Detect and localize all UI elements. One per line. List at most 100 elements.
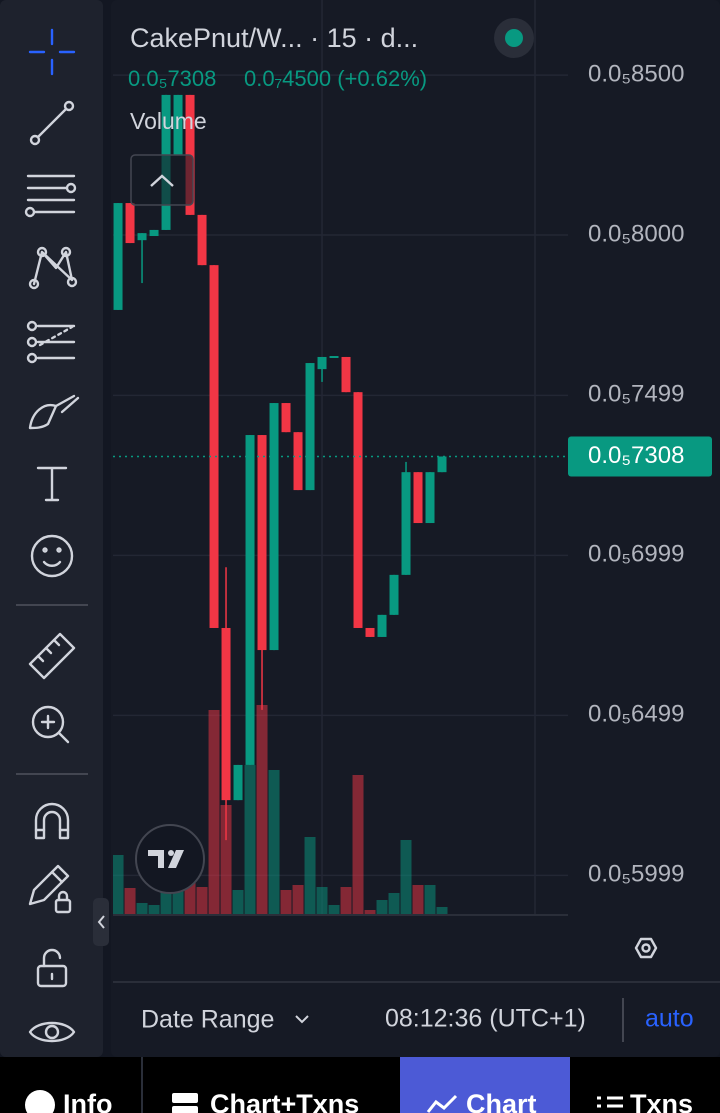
text-tool[interactable] — [36, 466, 68, 502]
lock-tool[interactable] — [36, 948, 68, 988]
date-range-button[interactable]: Date Range — [141, 1006, 274, 1034]
prediction-tool[interactable] — [26, 320, 76, 364]
pattern-tool[interactable] — [28, 246, 78, 290]
pattern-tool-part[interactable] — [32, 250, 74, 286]
volume-bar — [352, 775, 364, 915]
auto-scale-button[interactable]: auto — [645, 1005, 694, 1033]
magnet-tool[interactable] — [34, 802, 70, 840]
ruler-tool-part[interactable] — [36, 638, 61, 663]
icon-tool[interactable] — [30, 534, 74, 578]
tab-label[interactable]: Txns — [630, 1089, 693, 1113]
trend-line-tool[interactable] — [29, 100, 75, 146]
tradingview-logo[interactable] — [135, 824, 205, 894]
collapse-handle-part[interactable] — [97, 915, 105, 929]
collapse-legend-button-part[interactable] — [130, 154, 194, 206]
pattern-tool-part[interactable] — [60, 246, 72, 258]
tab-chart-txns-part[interactable] — [172, 1093, 198, 1103]
axis-settings-part[interactable] — [641, 943, 651, 953]
axis-settings[interactable] — [634, 937, 658, 959]
prediction-tool-part[interactable] — [36, 324, 76, 360]
prediction-tool-part[interactable] — [26, 352, 38, 364]
zoom-tool-part[interactable] — [40, 714, 70, 744]
brush-tool-part[interactable] — [54, 394, 76, 408]
tab-chart-txns[interactable]: Chart+Txns — [172, 1089, 359, 1113]
candle-body — [269, 403, 279, 651]
tab-bar — [0, 1057, 720, 1113]
icon-tool-part[interactable] — [30, 534, 74, 578]
volume-bar — [400, 840, 412, 915]
volume-bar — [376, 900, 388, 915]
symbol-title[interactable]: CakePnut/W... · 15 · d... — [130, 23, 418, 53]
icon-tool-part[interactable] — [42, 547, 48, 553]
fib-tool-part[interactable] — [26, 174, 76, 214]
tab-txns-part[interactable] — [597, 1096, 623, 1108]
tab-info-part[interactable] — [25, 1090, 55, 1113]
lock-drawing-tool-part[interactable] — [54, 898, 72, 914]
candle-body — [329, 356, 339, 359]
zoom-tool[interactable] — [31, 705, 70, 744]
collapse-legend-button-part[interactable] — [150, 174, 174, 187]
text-tool-part[interactable] — [36, 466, 68, 502]
axis-settings-part[interactable] — [634, 937, 658, 959]
visibility-tool[interactable] — [28, 1021, 76, 1043]
legend-price: 0.0₅7308 — [128, 66, 216, 91]
axis-layer: 0.0₅8500 0.0₅8000 0.0₅7499 0.0₅6999 0.0₅6499… — [113, 60, 712, 916]
tab-label[interactable]: Chart+Txns — [210, 1089, 359, 1113]
tab-info[interactable]: Info — [25, 1089, 112, 1113]
lock-drawing-tool-part[interactable] — [57, 890, 69, 902]
trend-line-tool-part[interactable] — [29, 134, 41, 146]
fib-tool[interactable] — [24, 174, 77, 218]
prediction-tool-part[interactable] — [38, 325, 74, 347]
crosshair-tool-part[interactable] — [28, 28, 76, 76]
pattern-tool-part[interactable] — [36, 246, 48, 258]
brush-tool-part[interactable] — [28, 403, 58, 430]
crosshair-tool[interactable] — [28, 28, 76, 76]
tradingview-logo-part[interactable] — [168, 850, 174, 856]
tab-txns[interactable]: Txns — [597, 1089, 693, 1113]
pattern-tool-part[interactable] — [66, 276, 78, 288]
candle-body — [257, 435, 267, 651]
collapse-legend-button[interactable] — [130, 154, 194, 206]
volume-layer — [113, 705, 448, 915]
trend-line-tool-part[interactable] — [36, 107, 68, 139]
candle-body — [149, 229, 159, 237]
trend-line-tool-part[interactable] — [63, 100, 75, 112]
candle-layer — [113, 94, 568, 841]
icon-tool-part[interactable] — [42, 560, 62, 567]
clock[interactable]: 08:12:36 (UTC+1) — [385, 1005, 586, 1033]
lock-tool-part[interactable] — [42, 948, 62, 968]
tab-label[interactable]: Info — [63, 1089, 112, 1113]
candle-body — [341, 356, 351, 393]
volume-bar — [172, 882, 184, 915]
collapse-handle-part[interactable] — [93, 898, 109, 946]
volume-bar — [328, 905, 340, 915]
fib-tool-part[interactable] — [24, 206, 36, 218]
lock-drawing-tool[interactable] — [28, 864, 72, 914]
volume-bar — [220, 805, 232, 915]
tab-chart-txns-part[interactable] — [172, 1106, 198, 1113]
pattern-tool-part[interactable] — [28, 278, 40, 290]
tab-chart[interactable]: Chart — [426, 1089, 537, 1113]
magnet-tool-part[interactable] — [34, 802, 70, 840]
ruler-tool[interactable] — [28, 632, 76, 680]
prediction-tool-part[interactable] — [26, 336, 38, 348]
brush-tool-part[interactable] — [60, 396, 80, 414]
brush-tool[interactable] — [28, 394, 80, 430]
tradingview-logo-part[interactable] — [148, 850, 184, 868]
lock-drawing-tool-part[interactable] — [28, 864, 70, 906]
visibility-tool-part[interactable] — [28, 1021, 76, 1043]
tradingview-logo-part[interactable] — [135, 824, 205, 894]
fib-tool-part[interactable] — [65, 182, 77, 194]
collapse-handle[interactable] — [93, 898, 109, 946]
candle-body — [125, 203, 135, 244]
prediction-tool-part[interactable] — [26, 320, 38, 332]
visibility-tool-part[interactable] — [44, 1024, 60, 1040]
lock-drawing-tool-part[interactable] — [50, 870, 64, 884]
tab-label[interactable]: Chart — [466, 1089, 537, 1113]
zoom-tool-part[interactable] — [31, 705, 65, 739]
ruler-tool-part[interactable] — [28, 632, 76, 680]
candle-body — [353, 392, 363, 628]
lock-tool-part[interactable] — [36, 964, 68, 988]
tab-chart-part[interactable] — [426, 1094, 458, 1113]
icon-tool-part[interactable] — [56, 547, 62, 553]
